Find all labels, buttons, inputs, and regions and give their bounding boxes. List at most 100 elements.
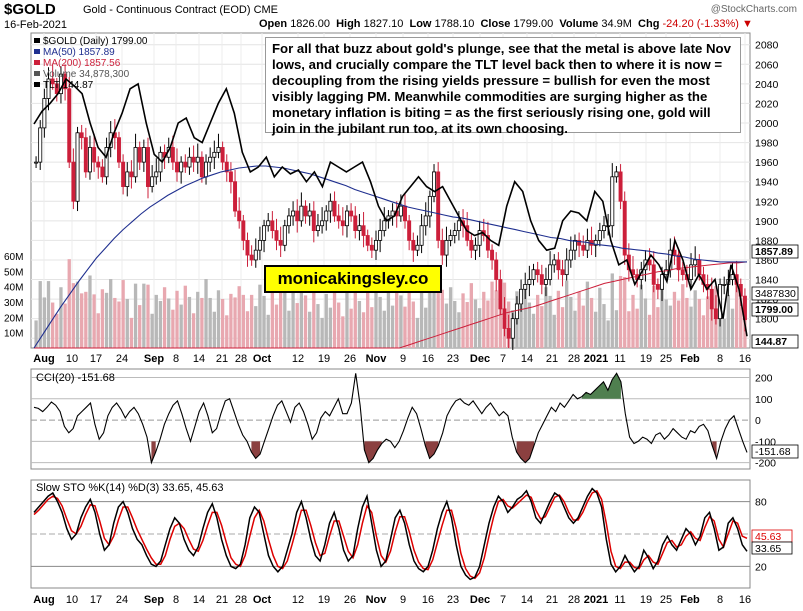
candle-body [614,171,619,178]
volume-bar [627,311,631,348]
x-axis-label: 23 [447,353,459,365]
volume-bar [453,301,457,348]
candle-body [465,225,470,241]
volume-tick-label: 30M [4,298,23,309]
candle-body [689,264,694,280]
candle-body [597,230,602,241]
legend-swatch [34,60,40,65]
volume-bar [175,290,179,348]
candle-body [303,205,308,217]
volume-bar [109,279,113,348]
candle-body [336,215,341,222]
volume-bar [237,286,241,348]
candle-body [133,147,138,178]
volume-bar [75,281,80,348]
volume-bar [652,285,656,348]
volume-bar [536,294,540,348]
volume-bar [540,306,544,348]
low-value: 1788.10 [434,18,475,30]
candle-body [514,303,519,320]
cci-line [33,372,748,465]
stockcharts-credit: @StockCharts.com [710,4,797,15]
candle-body [141,147,146,163]
volume-bar [266,314,270,348]
volume-bar [614,310,619,348]
volume-bar [138,305,142,348]
volume-bar [710,302,714,348]
volume-bar [225,315,229,348]
price-tick-label: 1960 [755,157,779,169]
candle-body [473,244,478,251]
volume-bar [158,301,163,348]
volume-bar [705,296,710,348]
x-axis-label: Feb [680,353,700,365]
x-axis-label-bottom: 14 [193,594,205,606]
candle-body [444,239,449,256]
candle-body [655,284,660,290]
volume-bar [67,259,71,348]
volume-tick-label: 10M [4,329,23,340]
volume-bar [208,297,212,348]
candle-body [187,156,192,168]
price-tick-label: 2000 [755,118,779,130]
x-axis-label-bottom: 21 [216,594,228,606]
volume-bar [469,283,473,348]
x-axis-label-bottom: 11 [614,594,625,606]
volume-bar [100,289,105,348]
volume-bar [606,320,610,348]
candle-body [208,156,213,163]
volume-bar [283,291,287,348]
quote-summary: Open 1826.00 High 1827.10 Low 1788.10 Cl… [259,18,753,30]
candle-body [436,171,441,241]
volume-bar [129,317,134,348]
candle-body [523,284,528,290]
volume-bar [212,311,216,348]
volume-bar [258,284,262,348]
x-axis-label: 16 [422,353,434,365]
x-axis-label: 21 [546,353,558,365]
price-right-label-box [751,334,799,349]
volume-bar [734,284,739,348]
x-axis-label-bottom: Dec [470,594,490,606]
volume-bar [63,303,67,348]
volume-bar [200,297,204,348]
volume-bar [55,313,59,348]
volume-bar [461,293,465,348]
volume-bar [552,314,556,348]
exchange-label: CME [253,4,279,16]
candle-body [610,176,615,227]
annotation-box: For all that buzz about gold's plunge, s… [265,37,741,136]
volume-bar [216,290,221,348]
x-axis-label-bottom: 8 [717,594,723,606]
volume-bar [262,295,266,348]
x-axis-label-bottom: 26 [344,594,356,606]
candle-body [253,249,258,261]
volume-bar [299,279,304,348]
volume-bar [291,291,295,348]
volume-bar [432,292,436,348]
volume-bar [486,300,490,348]
volume-bar [444,303,449,348]
x-axis-label-bottom: 16 [422,594,434,606]
volume-bar [635,308,639,348]
price-right-label: 1857.89 [755,246,793,258]
candle-body [311,210,316,232]
volume-bar [125,298,129,348]
candle-body [572,239,577,251]
candle-body [548,264,553,280]
cci-right-label: -151.68 [755,446,791,458]
candle-body [378,230,383,241]
volume-bar [531,313,536,348]
volume-bar [544,287,548,348]
legend-swatch [34,49,40,54]
candle-body [71,161,76,202]
open-label: Open [259,18,288,30]
volume-bar [345,289,349,348]
candle-body [100,166,105,178]
x-axis-label: Nov [366,353,388,365]
candle-body [340,220,345,227]
price-tick-label: 1840 [755,275,779,287]
candle-body [307,210,312,217]
candle-body [369,244,374,251]
x-axis-label: Dec [470,353,490,365]
